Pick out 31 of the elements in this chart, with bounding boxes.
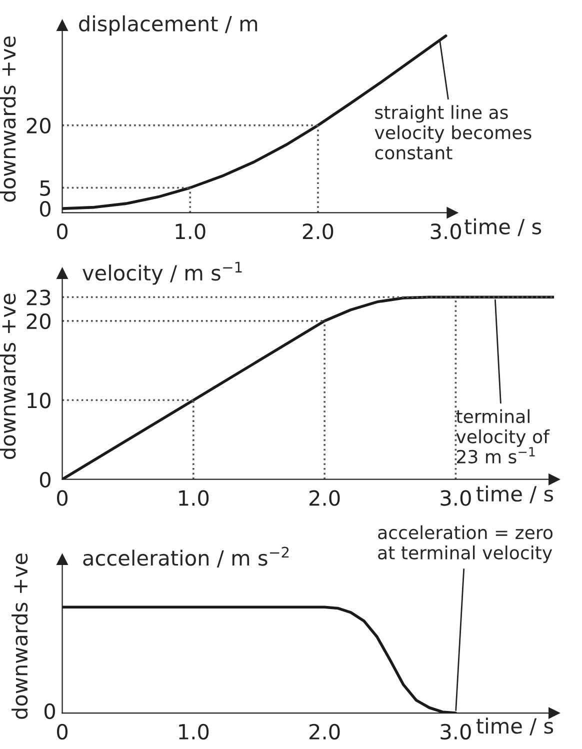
x-tick-label: 2.0 [310,724,340,740]
y-tick-label: 10 [28,392,50,408]
y-tick-label: 0 [40,472,50,488]
x-tick-label: 3.0 [440,724,471,740]
x-tick-label: 1.0 [179,490,209,506]
x-tick-label: 2.0 [310,490,340,506]
x-tick-label: 0 [57,490,68,506]
x-tick-label: 3.0 [440,490,471,506]
chart-title: acceleration / m s$^{−2}$ [83,546,289,568]
y-axis-title: downwards +ve [0,294,16,459]
annotation: straight line as velocity becomes constant [374,105,532,160]
y-tick-label: 5 [40,180,50,196]
x-tick-label: 2.0 [302,224,334,240]
y-tick-label: 0 [40,201,50,217]
x-axis-title: time / s [476,718,554,736]
y-tick-label: 23 [26,290,50,306]
x-axis-title: time / s [464,218,542,236]
chart-title: displacement / m [79,15,258,36]
x-tick-label: 1.0 [179,724,209,740]
x-tick-label: 1.0 [176,224,206,240]
chart-title: velocity / m s$^{−1}$ [82,262,242,285]
y-axis-title: downwards +ve [0,36,16,202]
annotation: terminal velocity of 23 m s$^{−1}$ [456,409,550,464]
annotation: acceleration = zero at terminal velocity [378,525,553,563]
y-tick-label: 20 [26,118,50,134]
y-tick-label: 20 [26,313,50,330]
x-tick-label: 0 [57,724,68,740]
y-axis-title: downwards +ve [12,554,28,719]
x-axis-title: time / s [476,486,554,504]
x-tick-label: 0 [57,224,68,240]
x-tick-label: 3.0 [430,224,462,240]
